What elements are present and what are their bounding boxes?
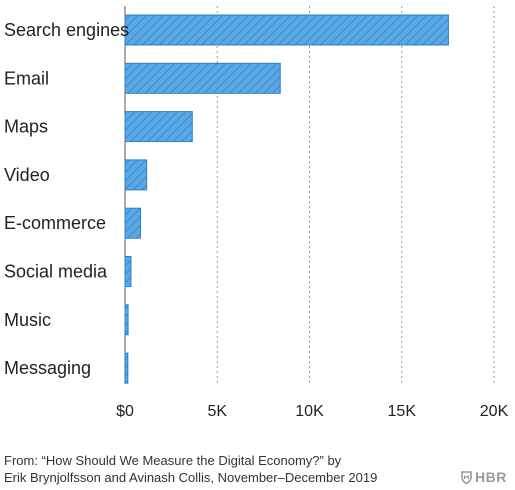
bar-maps: [124, 111, 193, 143]
category-label: Maps: [4, 117, 48, 137]
hbr-logo: HBR: [461, 469, 507, 485]
category-labels: Search engines Email Maps Video E-commerce So…: [4, 20, 129, 378]
category-label: Search engines: [4, 20, 129, 40]
x-tick-label: 10K: [295, 403, 324, 420]
x-tick-label: $0: [116, 403, 134, 420]
source-line-1: From: “How Should We Measure the Digital…: [4, 453, 342, 468]
bar-social-media: [124, 256, 132, 287]
bars: [124, 14, 449, 384]
bar-music: [124, 304, 129, 336]
bar-messaging: [124, 352, 129, 384]
x-tick-label: 5K: [207, 403, 227, 420]
category-label: Email: [4, 68, 49, 88]
category-label: Video: [4, 165, 50, 185]
bar-search-engines: [124, 14, 449, 46]
category-label: E-commerce: [4, 213, 106, 233]
bar-e-commerce: [124, 207, 142, 239]
x-tick-label: 20K: [480, 403, 509, 420]
grid-lines: [124, 6, 495, 384]
category-label: Messaging: [4, 358, 91, 378]
shield-icon: [461, 470, 472, 484]
x-tick-labels: $0 5K 10K 15K 20K: [116, 403, 508, 420]
x-tick-label: 15K: [388, 403, 417, 420]
source-line-2: Erik Brynjolfsson and Avinash Collis, No…: [4, 470, 378, 485]
bar-email: [124, 62, 281, 94]
source-note: From: “How Should We Measure the Digital…: [4, 452, 377, 486]
brand-text: HBR: [475, 469, 507, 485]
bar-chart: Search engines Email Maps Video E-commerce So…: [4, 6, 509, 420]
category-label: Music: [4, 310, 51, 330]
bar-video: [124, 159, 148, 191]
category-label: Social media: [4, 262, 108, 282]
